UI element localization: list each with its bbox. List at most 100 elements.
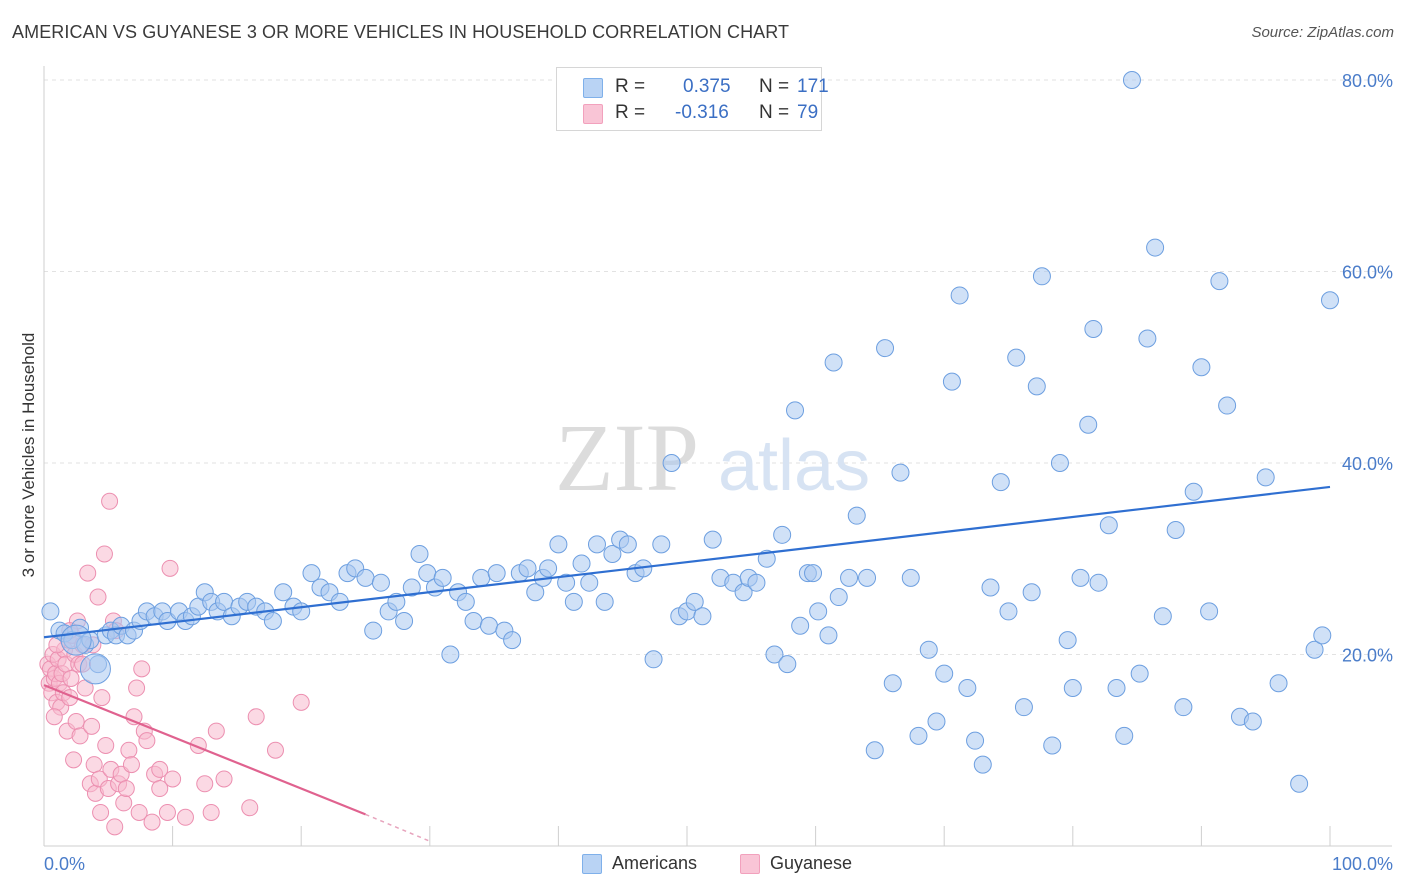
american-point	[1099, 516, 1118, 535]
guyanese-point	[120, 741, 138, 759]
american-point	[395, 611, 414, 630]
american-point	[1043, 736, 1062, 755]
american-point	[557, 573, 576, 592]
american-point	[747, 573, 766, 592]
american-point	[981, 578, 1000, 597]
legend-n-value-americans: 171	[797, 76, 829, 97]
american-point	[778, 655, 797, 674]
american-point	[685, 592, 704, 611]
guyanese-point	[158, 803, 176, 821]
american-point	[41, 602, 60, 621]
american-point	[464, 611, 483, 630]
guyanese-point	[207, 722, 225, 740]
american-point	[1166, 521, 1185, 540]
legend-r-label: R =	[615, 76, 646, 97]
legend-n-label: N =	[759, 102, 790, 123]
guyanese-swatch	[740, 854, 760, 874]
american-point	[1122, 71, 1141, 89]
american-point	[487, 564, 506, 583]
american-point	[804, 564, 823, 583]
american-point	[847, 506, 866, 525]
y-tick-label: 40.0%	[1342, 454, 1393, 474]
american-point	[1146, 238, 1165, 257]
bottom-legend-guyanese-label: Guyanese	[770, 853, 853, 873]
guyanese-point	[97, 736, 115, 754]
guyanese-swatch	[583, 104, 603, 124]
american-point	[757, 549, 776, 568]
american-point	[652, 535, 671, 554]
american-point	[1050, 454, 1069, 472]
american-point	[1007, 348, 1026, 367]
american-point	[1063, 679, 1082, 698]
american-point	[935, 664, 954, 683]
american-point	[1321, 291, 1339, 310]
guyanese-point	[122, 756, 140, 774]
guyanese-point	[117, 780, 135, 798]
american-point	[999, 602, 1018, 621]
american-point	[858, 568, 877, 587]
guyanese-points	[39, 492, 310, 836]
american-point	[263, 611, 282, 630]
american-point	[371, 573, 390, 592]
guyanese-point	[215, 770, 233, 788]
american-point	[1269, 674, 1288, 693]
guyanese-point	[95, 545, 113, 563]
american-point	[883, 674, 902, 693]
guyanese-trend-extension	[365, 813, 431, 842]
american-point-large	[79, 653, 111, 685]
american-point	[618, 535, 637, 554]
american-point	[479, 616, 498, 635]
american-point	[891, 463, 910, 482]
american-point-large	[60, 624, 92, 656]
grid-lines	[44, 79, 1392, 655]
american-point	[274, 583, 293, 602]
american-point	[456, 592, 475, 611]
american-point	[1032, 267, 1051, 286]
american-point	[950, 286, 969, 305]
american-point	[580, 573, 599, 592]
american-point	[564, 592, 583, 611]
american-point	[786, 401, 805, 420]
trend-lines	[43, 485, 1331, 842]
american-point	[1200, 602, 1219, 621]
american-point	[876, 339, 895, 358]
guyanese-point	[115, 794, 133, 812]
guyanese-point	[71, 727, 89, 745]
american-point	[942, 372, 961, 391]
guyanese-point	[138, 732, 156, 750]
american-point	[966, 731, 985, 750]
guyanese-point	[292, 693, 310, 711]
americans-swatch	[582, 854, 602, 874]
american-point	[1089, 573, 1108, 592]
legend-r-label: R =	[615, 102, 646, 123]
american-point	[1058, 631, 1077, 650]
american-point	[1084, 319, 1103, 338]
americans-trend-line	[43, 485, 1331, 639]
legend-r-value-americans: 0.375	[683, 76, 731, 97]
guyanese-point	[89, 588, 107, 606]
american-point	[1256, 468, 1275, 487]
source-label: Source: ZipAtlas.com	[1251, 24, 1394, 41]
american-point	[433, 568, 452, 587]
guyanese-point	[67, 713, 85, 731]
guyanese-point	[151, 760, 169, 778]
guyanese-point	[133, 660, 151, 678]
y-tick-label: 80.0%	[1342, 71, 1393, 91]
legend: R = 0.375 N = 171 R = -0.316 N = 79	[556, 67, 829, 131]
x-tick-label: 0.0%	[44, 854, 85, 874]
legend-r-value-guyanese: -0.316	[675, 102, 729, 123]
guyanese-point	[202, 803, 220, 821]
guyanese-point	[93, 689, 111, 707]
american-point	[909, 726, 928, 745]
american-point	[693, 607, 712, 626]
american-point	[773, 525, 792, 544]
american-point	[587, 535, 606, 554]
american-point	[791, 616, 810, 635]
american-point	[518, 559, 537, 578]
y-axis-title: 3 or more Vehicles in Household	[19, 333, 38, 578]
american-point	[549, 535, 568, 554]
american-point	[840, 568, 859, 587]
american-point	[901, 568, 920, 587]
american-point	[1305, 640, 1324, 659]
